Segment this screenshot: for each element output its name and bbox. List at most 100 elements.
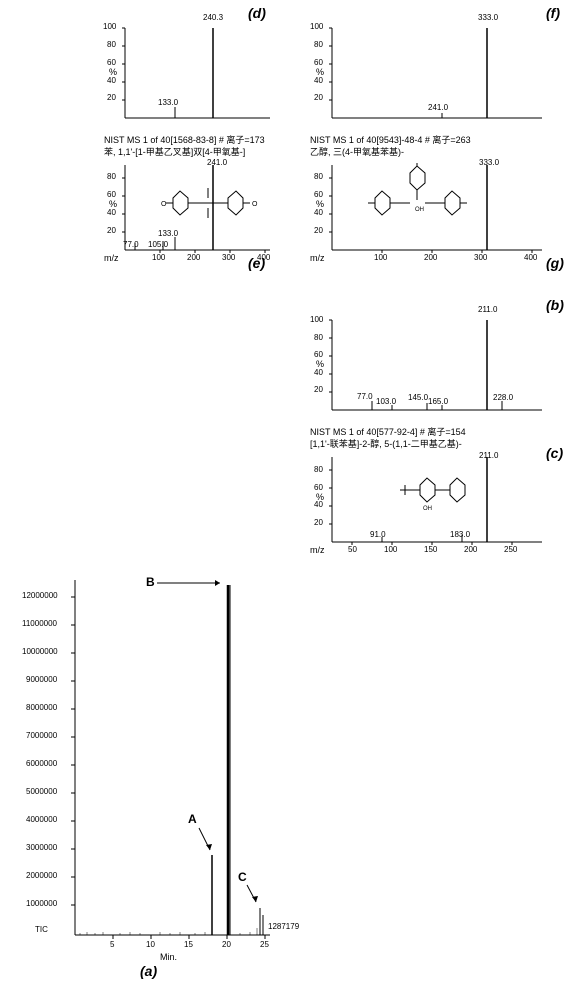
a-y-5m: 5000000 [26,787,57,796]
panel-a-label: (a) [140,963,157,979]
d-y-80: 80 [107,40,116,49]
c-peak-183: 183.0 [450,530,470,539]
g-subtitle: 乙醇, 三(4-甲氧基苯基)- [310,145,404,158]
f-y-label: % [316,67,324,77]
a-y-6m: 6000000 [26,759,57,768]
b-peak-211: 211.0 [478,305,497,314]
panel-g-label: (g) [546,255,564,271]
c-x-150: 150 [424,545,437,554]
d-peak-133: 133.0 [158,98,178,107]
a-x-label: Min. [160,952,177,962]
svg-text:OH: OH [423,506,432,512]
g-peak-333: 333.0 [479,158,499,167]
a-x-20: 20 [222,940,231,949]
svg-text:O: O [161,201,167,208]
g-x-label: m/z [310,253,325,263]
f-y-20: 20 [314,93,323,102]
d-y-20: 20 [107,93,116,102]
g-x-200: 200 [424,253,437,262]
arrow-a [196,825,216,855]
a-y-9m: 9000000 [26,675,57,684]
d-peak-240: 240.3 [203,13,223,22]
e-x-200: 200 [187,253,200,262]
g-y-40: 40 [314,208,323,217]
molecule-e: OO [158,173,258,233]
d-y-label: % [109,67,117,77]
a-y-8m: 8000000 [26,703,57,712]
b-y-20: 20 [314,385,323,394]
e-peak-241: 241.0 [207,158,227,167]
molecule-g: OH [365,163,480,243]
e-subtitle: 苯, 1,1'-[1-甲基乙叉基]双[4-甲氧基-] [104,145,245,158]
molecule-c: OH [390,460,490,515]
f-y-40: 40 [314,76,323,85]
a-x-5: 5 [110,940,114,949]
e-peak-105: 105.0 [148,240,168,249]
a-y-7m: 7000000 [26,731,57,740]
e-peak-77: 77.0 [123,240,139,249]
g-y-80: 80 [314,172,323,181]
f-y-100: 100 [310,22,323,31]
a-y-11m: 11000000 [22,619,57,628]
c-x-100: 100 [384,545,397,554]
b-y-label: % [316,359,324,369]
c-peak-91: 91.0 [370,530,386,539]
spectrum-d-chart [105,18,275,128]
g-x-300: 300 [474,253,487,262]
b-peak-103: 103.0 [376,397,396,406]
g-y-60: 60 [314,190,323,199]
peak-a-label: A [188,812,197,826]
d-y-100: 100 [103,22,116,31]
c-y-20: 20 [314,518,323,527]
e-y-60: 60 [107,190,116,199]
c-x-50: 50 [348,545,357,554]
c-x-label: m/z [310,545,325,555]
b-peak-145: 145.0 [408,393,428,402]
c-peak-211: 211.0 [479,451,498,460]
a-x-25: 25 [260,940,269,949]
f-peak-333: 333.0 [478,13,498,22]
f-y-60: 60 [314,58,323,67]
b-peak-77: 77.0 [357,392,373,401]
peak-b-label: B [146,575,155,589]
d-y-60: 60 [107,58,116,67]
a-y-4m: 4000000 [26,815,57,824]
f-y-80: 80 [314,40,323,49]
g-x-100: 100 [374,253,387,262]
a-y-tic: TIC [35,925,48,934]
e-y-80: 80 [107,172,116,181]
b-y-60: 60 [314,350,323,359]
a-x-10: 10 [146,940,155,949]
e-x-400: 400 [257,253,270,262]
g-y-label: % [316,199,324,209]
b-y-40: 40 [314,368,323,377]
e-x-100: 100 [152,253,165,262]
e-x-300: 300 [222,253,235,262]
panel-b-label: (b) [546,297,564,313]
e-x-label: m/z [104,253,119,263]
svg-text:OH: OH [415,207,424,213]
c-x-200: 200 [464,545,477,554]
a-y-10m: 10000000 [22,647,58,656]
a-y-1m: 1000000 [26,899,57,908]
b-y-80: 80 [314,333,323,342]
b-peak-165: 165.0 [428,397,448,406]
e-y-40: 40 [107,208,116,217]
f-peak-241: 241.0 [428,103,448,112]
g-x-400: 400 [524,253,537,262]
arrow-c [244,882,264,907]
b-peak-228: 228.0 [493,393,513,402]
a-y-12m: 12000000 [22,591,58,600]
panel-f-label: (f) [546,5,560,21]
a-y-2m: 2000000 [26,871,57,880]
tic-value: 1287179 [268,922,299,931]
c-subtitle: [1,1'-联苯基]-2-醇, 5-(1,1-二甲基乙基)- [310,437,462,450]
a-y-3m: 3000000 [26,843,57,852]
b-y-100: 100 [310,315,323,324]
d-y-40: 40 [107,76,116,85]
c-x-250: 250 [504,545,517,554]
a-x-15: 15 [184,940,193,949]
panel-c-label: (c) [546,445,563,461]
e-y-20: 20 [107,226,116,235]
c-y-60: 60 [314,483,323,492]
